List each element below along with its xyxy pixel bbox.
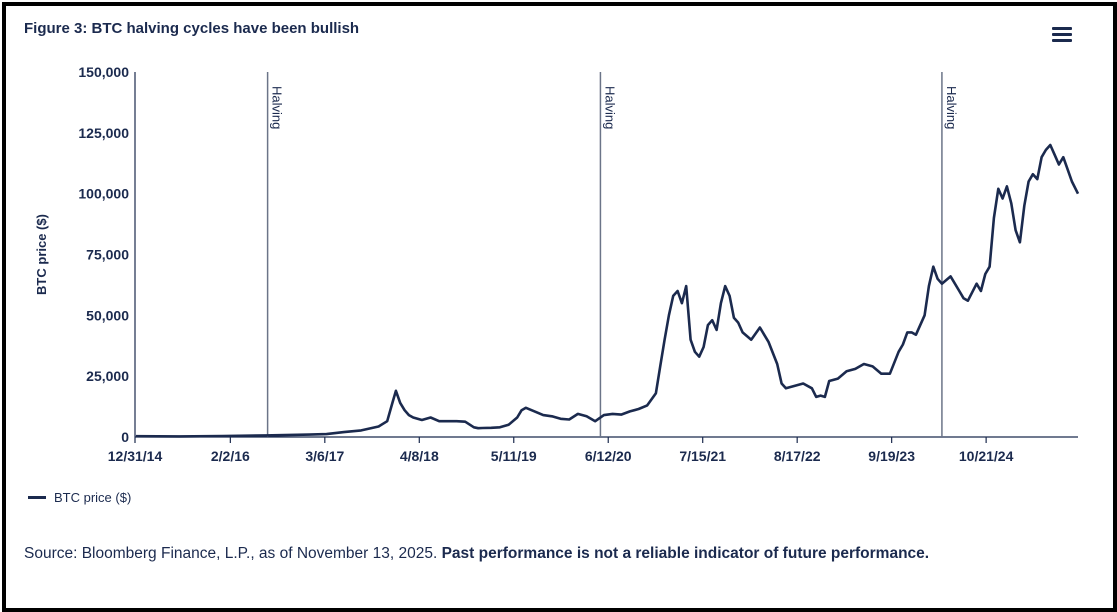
halving-label: Halving xyxy=(944,86,959,129)
hamburger-menu-icon[interactable] xyxy=(1052,26,1074,44)
y-axis-label: BTC price ($) xyxy=(34,214,49,295)
legend-line-swatch xyxy=(28,496,46,499)
x-tick-label: 10/21/24 xyxy=(959,448,1014,464)
x-tick-label: 5/11/19 xyxy=(491,448,537,464)
figure-title: Figure 3: BTC halving cycles have been b… xyxy=(24,20,360,37)
menu-bar-1 xyxy=(1052,27,1072,30)
x-tick-label: 12/31/14 xyxy=(108,448,163,464)
disclaimer-text: Past performance is not a reliable indic… xyxy=(441,545,930,562)
y-tick-label: 125,000 xyxy=(78,125,129,141)
x-tick-label: 7/15/21 xyxy=(679,448,726,464)
x-tick-label: 6/12/20 xyxy=(585,448,632,464)
btc-price-line xyxy=(135,143,1080,438)
y-tick-label: 25,000 xyxy=(86,368,129,384)
chart-legend: BTC price ($) xyxy=(28,490,131,505)
x-tick-label: 4/8/18 xyxy=(400,448,439,464)
source-note: Source: Bloomberg Finance, L.P., as of N… xyxy=(24,543,984,565)
menu-bar-2 xyxy=(1052,33,1072,36)
halving-label: Halving xyxy=(602,86,617,129)
menu-bar-3 xyxy=(1052,39,1072,42)
source-text: Source: Bloomberg Finance, L.P., as of N… xyxy=(24,545,442,562)
x-tick-label: 3/6/17 xyxy=(305,448,344,464)
halving-label: Halving xyxy=(270,86,285,129)
y-tick-label: 50,000 xyxy=(86,307,129,323)
y-tick-label: 75,000 xyxy=(86,247,129,263)
x-tick-label: 9/19/23 xyxy=(868,448,915,464)
y-tick-label: 0 xyxy=(121,429,129,445)
legend-label: BTC price ($) xyxy=(54,490,132,505)
x-tick-label: 8/17/22 xyxy=(774,448,821,464)
y-tick-label: 150,000 xyxy=(78,64,129,80)
x-tick-label: 2/2/16 xyxy=(211,448,250,464)
y-tick-label: 100,000 xyxy=(78,186,129,202)
